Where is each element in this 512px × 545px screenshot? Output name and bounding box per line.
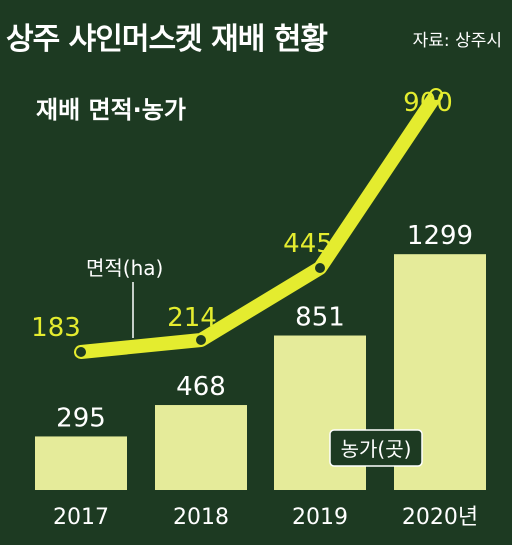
line-value-label: 214 (167, 303, 217, 333)
line-point (196, 335, 206, 345)
legend-farm-box (329, 429, 423, 467)
bar-value-label: 468 (176, 372, 226, 402)
bar-2017 (35, 436, 127, 490)
bar-value-label: 1299 (407, 221, 473, 251)
bar-value-label: 851 (295, 303, 345, 333)
line-point (76, 347, 86, 357)
x-tick-label: 2020년 (402, 505, 478, 530)
x-tick-label: 2018 (173, 505, 229, 530)
legend-farm-label: 농가(곳) (341, 437, 412, 461)
line-value-label: 183 (31, 313, 81, 343)
line-point (431, 90, 441, 100)
bar-value-label: 295 (56, 403, 106, 433)
area-line (74, 88, 443, 359)
line-value-label: 900 (403, 88, 453, 118)
line-value-label: 445 (283, 229, 333, 259)
chart-subtitle: 재배 면적·농가 (36, 96, 186, 124)
x-tick-label: 2019 (292, 505, 348, 530)
source-note: 자료: 상주시 (412, 31, 502, 51)
legend-area-label: 면적(ha) (86, 256, 163, 280)
bar-2018 (155, 405, 247, 490)
bar-2019 (274, 335, 366, 490)
line-point (315, 263, 325, 273)
chart-title: 상주 샤인머스켓 재배 현황 (6, 22, 328, 57)
x-tick-label: 2017 (53, 505, 109, 530)
